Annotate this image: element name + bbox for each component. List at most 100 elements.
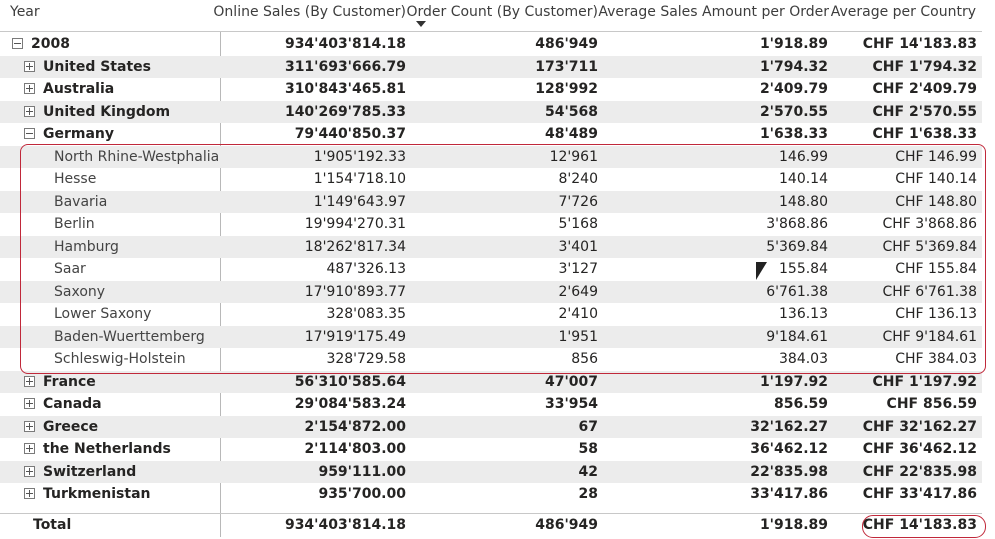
avg-sales-cell: 2'409.79 bbox=[759, 81, 828, 97]
total-order-count: 486'949 bbox=[535, 517, 598, 533]
table-row[interactable]: Baden-Wuerttemberg 17'919'175.49 1'951 9'18… bbox=[0, 325, 982, 348]
header-year[interactable]: Year bbox=[10, 4, 40, 20]
row-label: Switzerland bbox=[43, 463, 137, 480]
order-count-cell: 28 bbox=[578, 486, 598, 502]
table-row[interactable]: Hesse 1'154'718.10 8'240 140.14 CHF 140.14 bbox=[0, 168, 982, 190]
row-label: Saxony bbox=[54, 283, 106, 300]
avg-sales-cell: 146.99 bbox=[779, 148, 828, 165]
expand-icon[interactable] bbox=[24, 398, 35, 409]
table-row[interactable]: Schleswig-Holstein 328'729.58 856 384.03 CHF… bbox=[0, 348, 982, 370]
table-row[interactable]: Hamburg 18'262'817.34 3'401 5'369.84 CHF 5'3… bbox=[0, 235, 982, 258]
header-order-count[interactable]: Order Count (By Customer) bbox=[406, 4, 598, 20]
total-label: Total bbox=[33, 517, 72, 533]
online-sales-cell: 56'310'585.64 bbox=[294, 373, 406, 390]
avg-country-cell: CHF 155.84 bbox=[895, 261, 977, 277]
avg-sales-cell: 1'197.92 bbox=[759, 373, 828, 390]
online-sales-cell: 1'149'643.97 bbox=[313, 193, 406, 210]
online-sales-cell: 311'693'666.79 bbox=[284, 58, 406, 75]
order-count-cell: 856 bbox=[571, 351, 598, 367]
order-count-cell: 42 bbox=[578, 463, 598, 480]
order-count-cell: 2'649 bbox=[558, 283, 598, 300]
table-row[interactable]: 2008 934'403'814.18 486'949 1'918.89 CHF 14'… bbox=[0, 33, 982, 55]
table-header: Year Online Sales (By Customer) Order Co… bbox=[0, 0, 995, 30]
table-row[interactable]: the Netherlands 2'114'803.00 58 36'462.12 CH… bbox=[0, 438, 982, 460]
table-row[interactable]: Germany 79'440'850.37 48'489 1'638.33 CHF 1'… bbox=[0, 123, 982, 145]
order-count-cell: 58 bbox=[578, 441, 598, 457]
avg-sales-cell: 2'570.55 bbox=[759, 103, 828, 120]
table-row[interactable]: Canada 29'084'583.24 33'954 856.59 CHF 856.5… bbox=[0, 393, 982, 415]
row-label: United Kingdom bbox=[43, 103, 171, 120]
total-avg-sales: 1'918.89 bbox=[759, 517, 828, 533]
avg-country-cell: CHF 856.59 bbox=[886, 396, 977, 412]
order-count-cell: 54'568 bbox=[545, 103, 598, 120]
table-row[interactable]: Saxony 17'910'893.77 2'649 6'761.38 CHF 6'76… bbox=[0, 280, 982, 303]
row-label: Hamburg bbox=[54, 238, 119, 255]
header-online-sales[interactable]: Online Sales (By Customer) bbox=[213, 4, 406, 20]
row-label: Baden-Wuerttemberg bbox=[54, 328, 205, 345]
table-row[interactable]: Berlin 19'994'270.31 5'168 3'868.86 CHF 3'86… bbox=[0, 213, 982, 235]
avg-country-cell: CHF 6'761.38 bbox=[882, 283, 977, 300]
avg-sales-cell: 155.84 bbox=[779, 261, 828, 277]
table-row[interactable]: Bavaria 1'149'643.97 7'726 148.80 CHF 148.80 bbox=[0, 190, 982, 213]
avg-sales-cell: 5'369.84 bbox=[766, 238, 828, 255]
header-avg-sales[interactable]: Average Sales Amount per Order bbox=[598, 4, 829, 20]
avg-country-cell: CHF 14'183.83 bbox=[862, 36, 977, 52]
expand-icon[interactable] bbox=[24, 465, 35, 477]
table-row[interactable]: Saar 487'326.13 3'127 155.84 CHF 155.84 bbox=[0, 258, 982, 280]
avg-country-cell: CHF 1'794.32 bbox=[872, 58, 977, 75]
online-sales-cell: 2'154'872.00 bbox=[304, 418, 406, 435]
avg-sales-cell: 6'761.38 bbox=[766, 283, 828, 300]
total-row: Total 934'403'814.18 486'949 1'918.89 CH… bbox=[0, 514, 982, 538]
avg-country-cell: CHF 1'638.33 bbox=[872, 126, 977, 142]
expand-icon[interactable] bbox=[24, 488, 35, 499]
order-count-cell: 12'961 bbox=[549, 148, 598, 165]
table-row[interactable]: United States 311'693'666.79 173'711 1'794.… bbox=[0, 55, 982, 78]
row-label: Saar bbox=[54, 261, 86, 277]
online-sales-cell: 19'994'270.31 bbox=[304, 216, 406, 232]
avg-sales-cell: 140.14 bbox=[779, 171, 828, 187]
table-row[interactable]: North Rhine-Westphalia 1'905'192.33 12'961… bbox=[0, 145, 982, 168]
expand-icon[interactable] bbox=[24, 105, 35, 117]
table-row[interactable]: Australia 310'843'465.81 128'992 2'409.79 CH… bbox=[0, 78, 982, 100]
online-sales-cell: 29'084'583.24 bbox=[294, 396, 406, 412]
row-label: United States bbox=[43, 58, 151, 75]
expand-icon[interactable] bbox=[24, 375, 35, 387]
table-row[interactable]: France 56'310'585.64 47'007 1'197.92 CHF 1'1… bbox=[0, 370, 982, 393]
avg-sales-cell: 32'162.27 bbox=[750, 418, 828, 435]
avg-country-cell: CHF 140.14 bbox=[895, 171, 977, 187]
avg-country-cell: CHF 3'868.86 bbox=[882, 216, 977, 232]
avg-country-cell: CHF 146.99 bbox=[895, 148, 977, 165]
avg-country-cell: CHF 2'409.79 bbox=[872, 81, 977, 97]
table-row[interactable]: Lower Saxony 328'083.35 2'410 136.13 CHF 136… bbox=[0, 303, 982, 325]
table-row[interactable]: Turkmenistan 935'700.00 28 33'417.86 CHF 33'… bbox=[0, 483, 982, 505]
avg-country-cell: CHF 136.13 bbox=[895, 306, 977, 322]
online-sales-cell: 1'905'192.33 bbox=[313, 148, 406, 165]
order-count-cell: 47'007 bbox=[545, 373, 598, 390]
order-count-cell: 3'401 bbox=[558, 238, 598, 255]
online-sales-cell: 487'326.13 bbox=[326, 261, 406, 277]
order-count-cell: 486'949 bbox=[535, 36, 598, 52]
expand-icon[interactable] bbox=[24, 443, 35, 454]
avg-country-cell: CHF 32'162.27 bbox=[862, 418, 977, 435]
row-label: Greece bbox=[43, 418, 99, 435]
order-count-cell: 128'992 bbox=[535, 81, 598, 97]
expand-icon[interactable] bbox=[24, 60, 35, 72]
header-avg-country[interactable]: Average per Country bbox=[830, 4, 976, 20]
collapse-icon[interactable] bbox=[24, 128, 35, 139]
expand-icon[interactable] bbox=[24, 420, 35, 432]
order-count-cell: 33'954 bbox=[545, 396, 598, 412]
row-label: Turkmenistan bbox=[43, 486, 151, 502]
table-row[interactable]: Switzerland 959'111.00 42 22'835.98 CHF 22'8… bbox=[0, 460, 982, 483]
online-sales-cell: 310'843'465.81 bbox=[284, 81, 406, 97]
expand-icon[interactable] bbox=[24, 83, 35, 94]
order-count-cell: 48'489 bbox=[545, 126, 598, 142]
online-sales-cell: 1'154'718.10 bbox=[313, 171, 406, 187]
collapse-icon[interactable] bbox=[12, 38, 23, 49]
sort-descending-icon[interactable] bbox=[416, 21, 426, 27]
online-sales-cell: 17'910'893.77 bbox=[304, 283, 406, 300]
table-row[interactable]: United Kingdom 140'269'785.33 54'568 2'570.… bbox=[0, 100, 982, 123]
row-label: Lower Saxony bbox=[54, 306, 152, 322]
order-count-cell: 1'951 bbox=[558, 328, 598, 345]
avg-sales-cell: 3'868.86 bbox=[766, 216, 828, 232]
table-row[interactable]: Greece 2'154'872.00 67 32'162.27 CHF 32'162.… bbox=[0, 415, 982, 438]
